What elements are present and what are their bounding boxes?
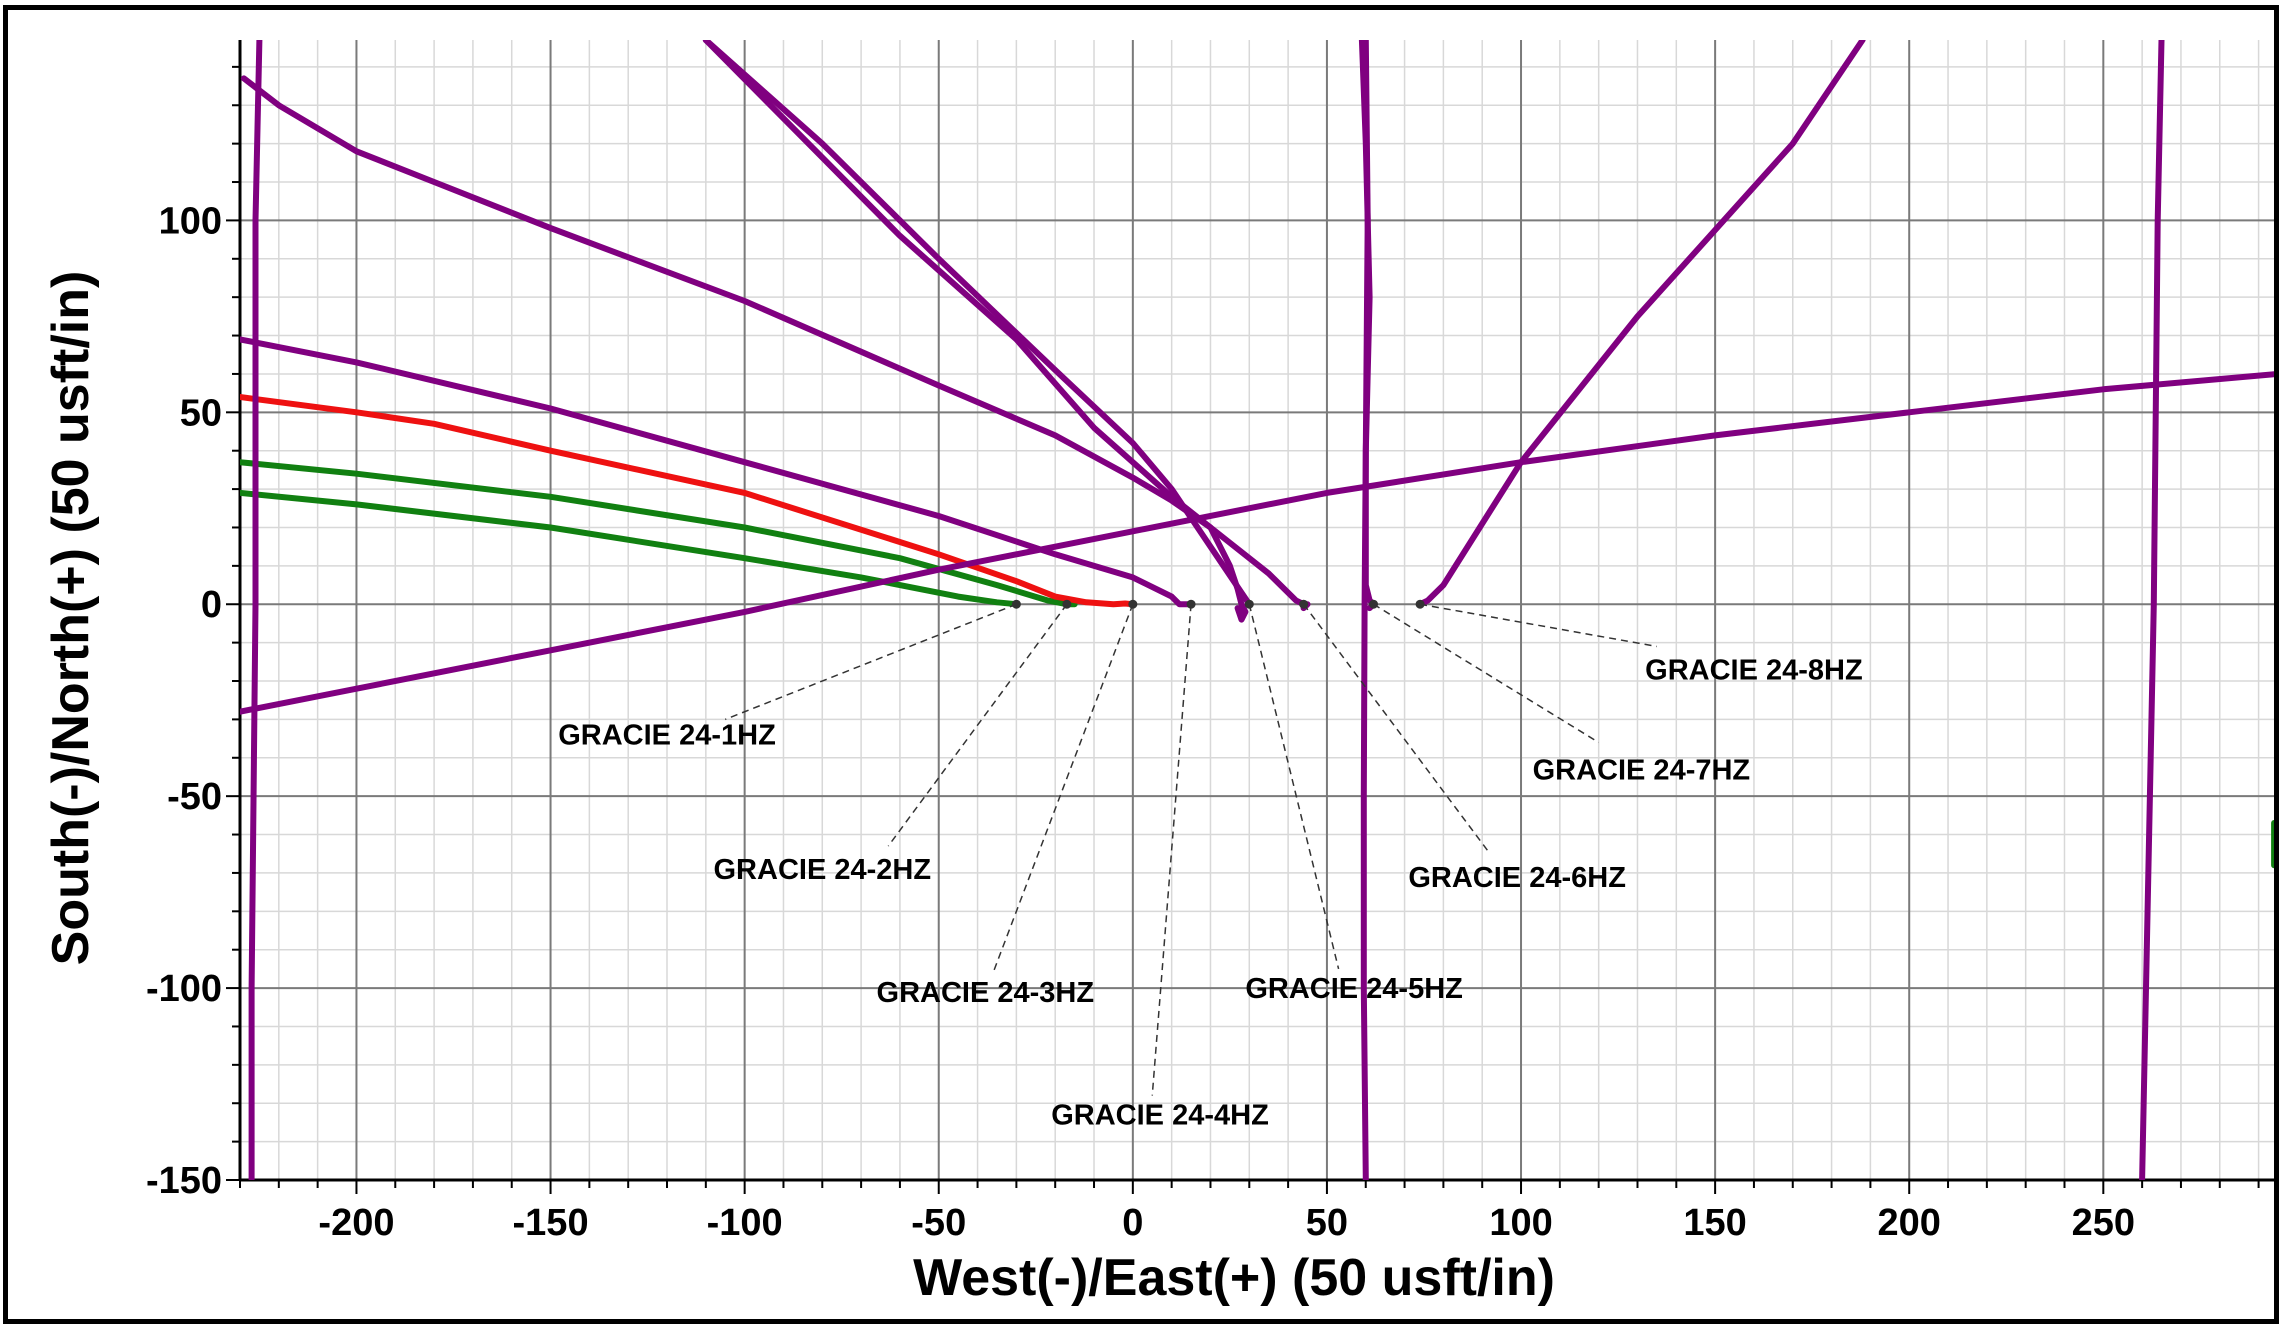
axis-titles: West(-)/East(+) (50 usft/in) South(-)/No… <box>42 271 1555 1307</box>
well-marker <box>1244 599 1254 609</box>
well-label-1: GRACIE 24-1HZ <box>558 720 776 752</box>
well-label-6: GRACIE 24-6HZ <box>1408 862 1626 894</box>
series-line-1 <box>240 489 1020 608</box>
x-tick-label: -200 <box>318 1202 394 1244</box>
well-label-5: GRACIE 24-5HZ <box>1245 973 1463 1005</box>
well-label-7: GRACIE 24-7HZ <box>1533 754 1751 786</box>
annotation-leader-line <box>1303 603 1491 855</box>
annotation-leader-line <box>1248 604 1340 970</box>
annotation-leader-line <box>724 603 1017 721</box>
y-tick-label: -150 <box>146 1160 222 1202</box>
x-tick-label: 0 <box>1122 1202 1143 1244</box>
y-tick-label: 0 <box>201 584 222 626</box>
series-line-8 <box>240 371 2274 715</box>
series-line-10 <box>1360 40 1371 1180</box>
x-tick-label: -150 <box>513 1202 589 1244</box>
x-tick-label: -50 <box>911 1202 966 1244</box>
x-tick-label: 100 <box>1489 1202 1552 1244</box>
x-axis-title: West(-)/East(+) (50 usft/in) <box>913 1249 1555 1307</box>
grid <box>239 40 2274 1181</box>
well-marker <box>1299 599 1309 609</box>
x-tick-label: -100 <box>707 1202 783 1244</box>
y-tick-label: 100 <box>159 200 222 242</box>
series-line-11 <box>1417 40 1866 608</box>
chart-frame: -200 -150 -100 -50 0 50 100 150 200 250 100 50 0 -50 -… <box>3 5 2279 1324</box>
well-label-8: GRACIE 24-8HZ <box>1645 654 1863 686</box>
well-marker <box>1128 599 1138 609</box>
y-tick-label: -50 <box>167 776 222 818</box>
series-line-4 <box>240 75 1249 623</box>
annotation-leader-line <box>1419 603 1658 648</box>
annotation-leader-line <box>1151 604 1192 1096</box>
well-label-3: GRACIE 24-3HZ <box>877 977 1095 1009</box>
series-line-12 <box>248 40 263 1180</box>
annotations: GRACIE 24-1HZ GRACIE 24-2HZ GRACIE 24-3HZ G… <box>558 599 1863 1132</box>
well-label-4: GRACIE 24-4HZ <box>1051 1100 1269 1132</box>
x-tick-label: 50 <box>1306 1202 1348 1244</box>
annotation-leader-line <box>887 603 1068 847</box>
annotation-leader-line <box>1373 603 1600 744</box>
well-marker <box>1011 599 1021 609</box>
series-group <box>240 40 2274 1180</box>
axes: -200 -150 -100 -50 0 50 100 150 200 250 100 50 0 -50 -… <box>146 40 2274 1244</box>
well-marker <box>1415 599 1425 609</box>
x-tick-label: 150 <box>1683 1202 1746 1244</box>
series-line-3 <box>240 394 1136 608</box>
series-line-2 <box>240 459 1078 608</box>
series-line-13 <box>2139 40 2165 1180</box>
x-tick-label: 250 <box>2072 1202 2135 1244</box>
x-tick-label: 200 <box>1878 1202 1941 1244</box>
well-plot-chart: -200 -150 -100 -50 0 50 100 150 200 250 100 50 0 -50 -… <box>42 40 2274 1307</box>
annotation-leader-line <box>992 603 1134 973</box>
series-line-5 <box>240 336 1195 608</box>
y-axis-title: South(-)/North(+) (50 usft/in) <box>42 271 100 966</box>
well-marker <box>1186 599 1196 609</box>
well-marker <box>1062 599 1072 609</box>
y-tick-label: -100 <box>146 968 222 1010</box>
series-line-6 <box>702 40 1253 608</box>
y-tick-label: 50 <box>180 392 222 434</box>
well-marker <box>1369 599 1379 609</box>
well-label-2: GRACIE 24-2HZ <box>714 854 932 886</box>
